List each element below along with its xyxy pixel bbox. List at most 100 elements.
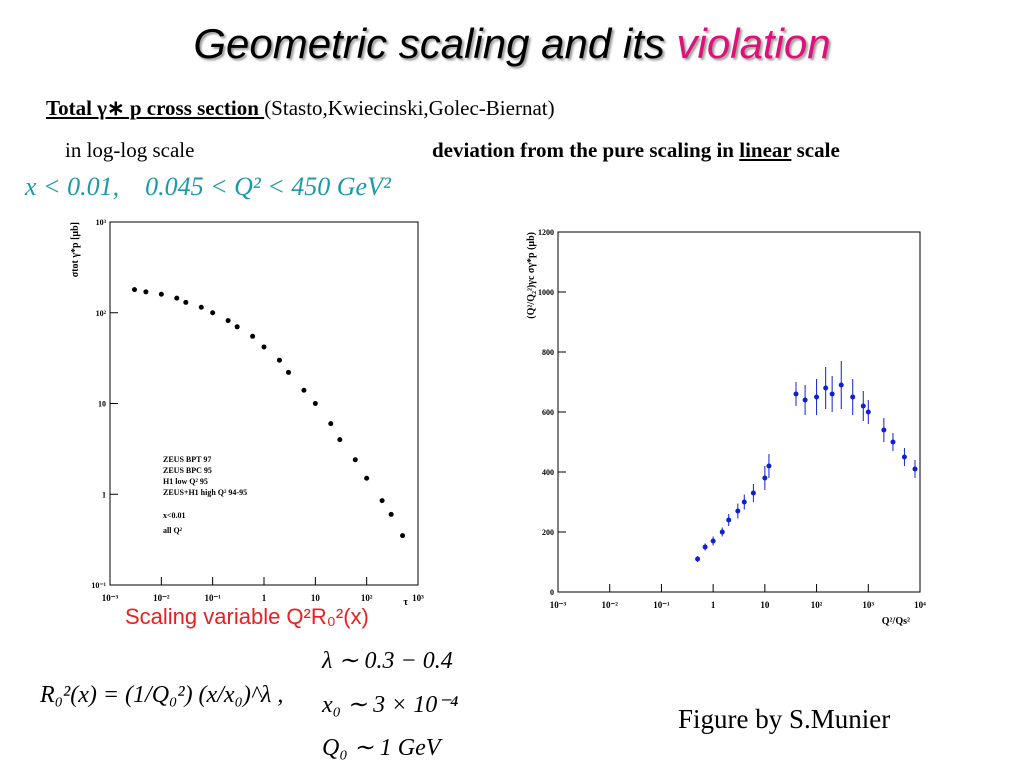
legend-entry: ZEUS+H1 high Q² 94-95 [163,488,247,497]
data-point [301,387,307,393]
y-tick-label: 10³ [96,218,107,227]
data-point [881,427,887,433]
data-point [912,466,918,472]
data-point [802,397,808,403]
data-point [890,439,896,445]
x-tick-label: 10³ [862,600,874,610]
data-point [198,304,204,310]
x-tick-label: 10⁻² [153,593,170,603]
y-tick-label: 400 [542,468,554,477]
data-point [726,517,732,523]
data-point [312,401,318,406]
slide-title: Geometric scaling and its violation [0,20,1024,68]
title-main: Geometric scaling and its [193,20,677,67]
y-tick-label: 1200 [538,228,554,237]
x-tick-label: 10⁻³ [550,600,567,610]
x-tick-label: 10⁻¹ [204,593,221,603]
y-tick-label: 600 [542,408,554,417]
data-point [901,454,907,460]
y-tick-label: 200 [542,528,554,537]
y-tick-label: 10² [96,309,107,318]
x-tick-label: 10² [811,600,823,610]
data-point [352,457,358,463]
y-tick-label: 10 [98,400,106,409]
data-point [829,391,835,397]
cuts: x < 0.01, 0.045 < Q² < 450 GeV² [25,172,391,201]
scaling-variable: Scaling variable Q²R₀²(x) [125,604,369,629]
plot-frame [557,231,921,593]
data-point [400,533,406,539]
data-point [719,529,725,535]
legend-entry: ZEUS BPT 97 [163,455,211,464]
subtitle: Total γ∗ p cross section (Stasto,Kwiecin… [46,96,555,121]
caption-part: deviation from the pure scaling in [432,138,740,162]
data-point [364,475,370,481]
y-tick-label: 1 [102,490,106,499]
caption-part: scale [791,138,840,162]
subtitle-bold: Total γ∗ p cross section [46,96,265,120]
data-point [702,544,708,550]
legend-entry: all Q² [163,526,183,535]
formula: λ ∼ 0.3 − 0.4 [322,648,453,674]
legend-entry: ZEUS BPC 95 [163,466,212,475]
legend-entry: x<0.01 [163,511,186,520]
data-point [710,538,716,544]
data-point [695,556,701,562]
data-point [750,490,756,496]
title-highlight: violation [676,20,831,67]
data-point [766,463,772,469]
data-point [234,324,240,330]
y-tick-label: 10⁻¹ [91,581,106,590]
data-point [210,310,216,316]
data-point [276,357,282,363]
caption-part: linear [739,138,792,162]
data-point [838,382,844,388]
y-axis-label: (Q²/Q₂²)γc σγ*p (μb) [526,232,537,319]
y-tick-label: 1000 [538,288,554,297]
data-point [762,475,768,481]
data-point [850,394,856,400]
data-point [131,287,137,293]
x-axis-label: Q²/Qs² [882,616,910,627]
data-point [379,498,385,504]
data-point [793,391,799,397]
data-point [158,291,164,297]
legend-entry: H1 low Q² 95 [163,477,208,486]
left-caption: in log-log scale [65,138,195,162]
data-point [250,333,256,339]
x-tick-label: 1 [262,593,267,603]
x-tick-label: 10 [760,600,770,610]
formula: Q₀ ∼ 1 GeV [322,735,441,761]
data-point [388,511,394,517]
plot-frame [109,221,419,586]
data-point [143,289,149,295]
data-point [183,299,189,305]
subtitle-rest: (Stasto,Kwiecinski,Golec-Biernat) [264,96,555,120]
formula: R₀²(x) = (1/Q₀²) (x/x₀)^λ , [40,682,284,708]
x-tick-label: 10³ [412,593,424,603]
data-point [285,369,291,375]
data-point [174,295,180,301]
x-tick-label: 10⁻¹ [653,600,670,610]
x-tick-label: 10² [361,593,373,603]
data-point [741,499,747,505]
x-axis-label: τ [403,597,408,608]
x-tick-label: 10⁻² [601,600,618,610]
y-tick-label: 0 [550,588,554,597]
data-point [865,409,871,415]
x-tick-label: 10⁻³ [102,593,119,603]
data-point [328,421,334,427]
formula: x₀ ∼ 3 × 10⁻⁴ [322,692,459,718]
x-tick-label: 10 [311,593,321,603]
data-point [860,403,866,409]
credit: Figure by S.Munier [678,704,891,734]
y-tick-label: 800 [542,348,554,357]
data-point [337,437,343,443]
data-point [261,344,267,350]
data-point [823,385,829,391]
data-point [814,394,820,400]
data-point [225,318,231,324]
x-tick-label: 10⁴ [914,600,926,610]
